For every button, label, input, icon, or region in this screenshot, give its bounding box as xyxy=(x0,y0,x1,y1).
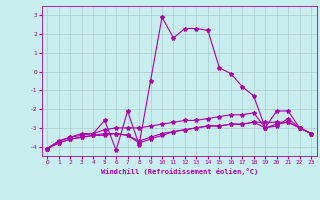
X-axis label: Windchill (Refroidissement éolien,°C): Windchill (Refroidissement éolien,°C) xyxy=(100,168,258,175)
